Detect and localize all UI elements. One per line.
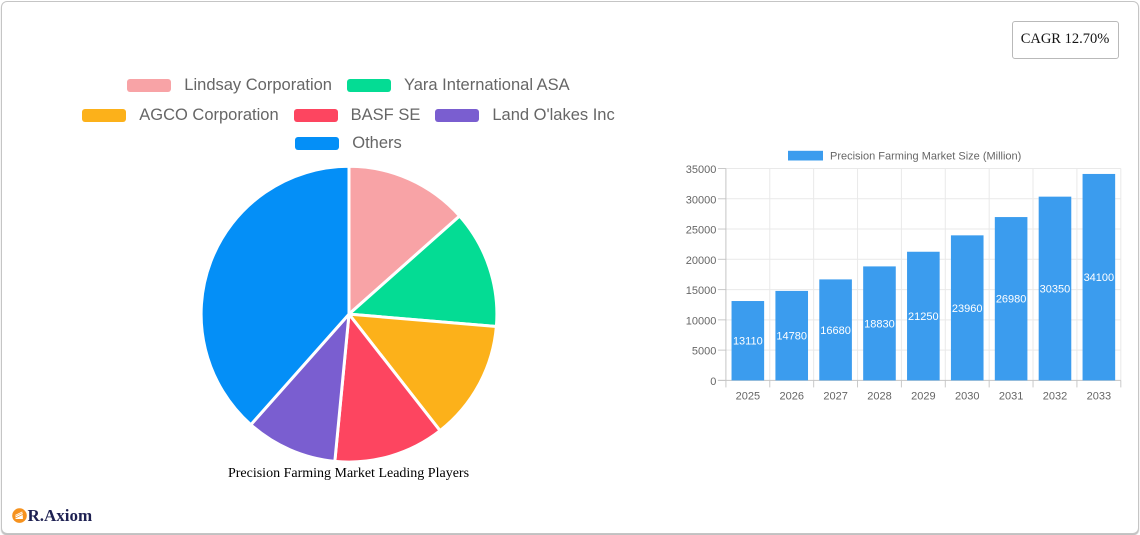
svg-text:23960: 23960 xyxy=(952,303,983,315)
svg-text:21250: 21250 xyxy=(908,311,939,323)
svg-text:25000: 25000 xyxy=(686,225,717,237)
svg-text:2031: 2031 xyxy=(999,390,1023,402)
svg-text:5000: 5000 xyxy=(692,346,716,358)
svg-text:30000: 30000 xyxy=(686,194,717,206)
svg-text:2026: 2026 xyxy=(779,390,803,402)
svg-text:30350: 30350 xyxy=(1040,283,1071,295)
svg-text:34100: 34100 xyxy=(1084,272,1115,284)
svg-text:2025: 2025 xyxy=(736,390,760,402)
svg-text:0: 0 xyxy=(710,376,716,388)
svg-text:2027: 2027 xyxy=(823,390,847,402)
svg-text:18830: 18830 xyxy=(864,318,895,330)
svg-text:15000: 15000 xyxy=(686,285,717,297)
svg-text:26980: 26980 xyxy=(996,294,1027,306)
svg-text:2032: 2032 xyxy=(1043,390,1067,402)
svg-text:10000: 10000 xyxy=(686,315,717,327)
svg-text:2028: 2028 xyxy=(867,390,891,402)
svg-text:2033: 2033 xyxy=(1087,390,1111,402)
svg-text:Precision Farming Market Size: Precision Farming Market Size (Million) xyxy=(830,150,1021,162)
svg-text:16680: 16680 xyxy=(820,325,851,337)
svg-text:14780: 14780 xyxy=(776,331,807,343)
svg-text:2029: 2029 xyxy=(911,390,935,402)
svg-text:35000: 35000 xyxy=(686,164,717,176)
svg-text:20000: 20000 xyxy=(686,255,717,267)
svg-text:2030: 2030 xyxy=(955,390,979,402)
svg-text:13110: 13110 xyxy=(733,336,763,348)
